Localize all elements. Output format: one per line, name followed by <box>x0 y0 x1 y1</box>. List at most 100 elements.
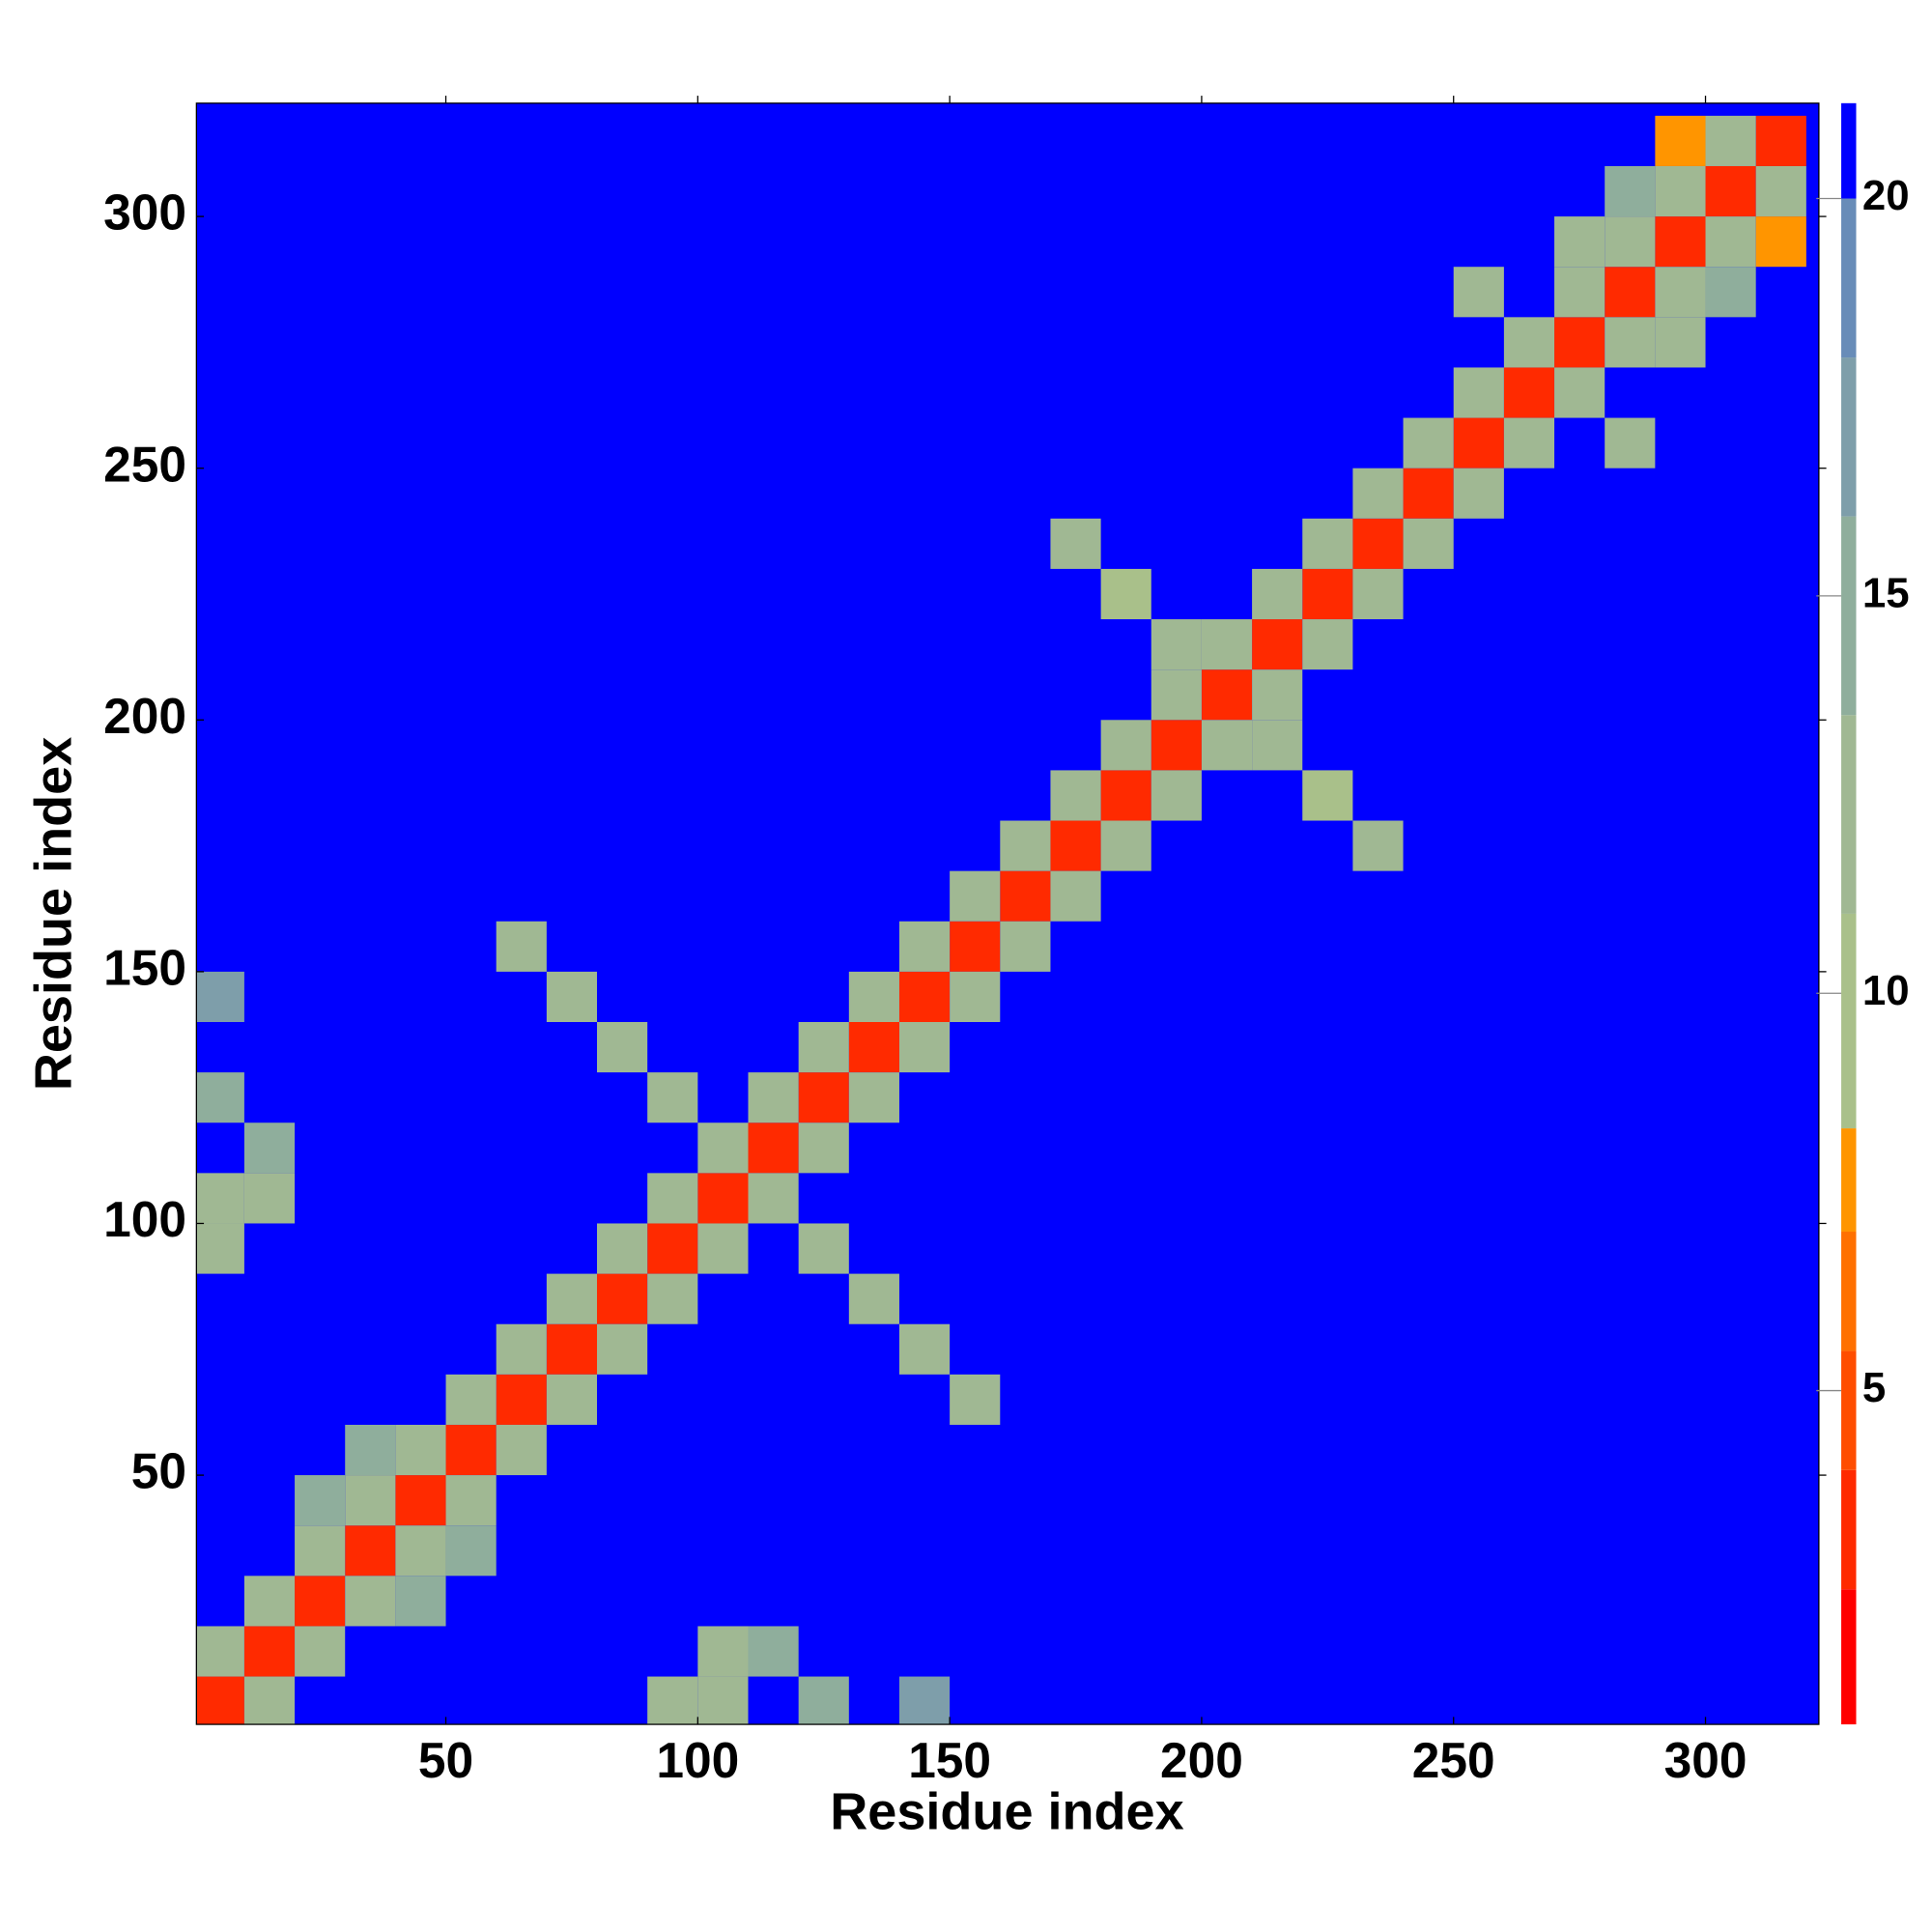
heatmap-cell <box>1000 870 1051 922</box>
heatmap-cell <box>1050 870 1101 922</box>
y-tick-label: 300 <box>103 185 186 241</box>
heatmap-cell <box>647 1223 698 1274</box>
heatmap-cell <box>243 1122 296 1174</box>
heatmap-cell <box>395 1475 446 1526</box>
heatmap-cell <box>196 971 244 1023</box>
heatmap-cell <box>1151 720 1202 771</box>
heatmap-cell <box>1352 518 1404 569</box>
colorbar-segment <box>1841 357 1857 517</box>
heatmap-cell <box>1554 267 1605 318</box>
heatmap-cell <box>1403 417 1454 469</box>
heatmap-cell <box>196 1676 244 1725</box>
heatmap-cell <box>496 1323 547 1375</box>
heatmap-cell <box>196 1626 244 1677</box>
heatmap-cell <box>748 1122 799 1174</box>
heatmap-cell <box>1151 770 1202 821</box>
heatmap-cell <box>697 1676 749 1725</box>
heatmap-cell <box>950 971 1001 1023</box>
heatmap-cell <box>1352 468 1404 519</box>
heatmap-cell <box>395 1576 446 1627</box>
x-tick-label: 250 <box>1412 1732 1495 1788</box>
heatmap-cell <box>1403 468 1454 519</box>
heatmap-cell <box>798 1223 849 1274</box>
heatmap-cell <box>345 1475 396 1526</box>
y-tick-label: 100 <box>103 1191 186 1247</box>
heatmap-cell <box>848 1273 899 1324</box>
heatmap-cell <box>1605 165 1656 217</box>
heatmap-cell <box>950 921 1001 972</box>
heatmap-cell <box>597 1273 648 1324</box>
heatmap-cell <box>1100 820 1151 871</box>
heatmap-cell <box>898 921 951 972</box>
heatmap-cell <box>1655 267 1706 318</box>
heatmap-cells <box>196 102 1819 1725</box>
heatmap-cell <box>1403 518 1454 569</box>
heatmap-cell <box>395 1525 446 1577</box>
heatmap-cell <box>196 1173 244 1224</box>
heatmap-cell <box>1453 468 1504 519</box>
heatmap-cell <box>1000 921 1051 972</box>
colorbar-segment <box>1841 516 1857 716</box>
x-axis-label: Residue index <box>830 1782 1183 1840</box>
heatmap-cell <box>1655 165 1706 217</box>
heatmap-cell <box>1302 518 1353 569</box>
heatmap-cell <box>1705 115 1756 166</box>
heatmap-cell <box>898 1676 951 1725</box>
heatmap-cell <box>345 1576 396 1627</box>
heatmap-cell <box>1705 216 1756 268</box>
heatmap-cell <box>1201 669 1253 721</box>
heatmap-cell <box>1151 669 1202 721</box>
heatmap-cell <box>1100 720 1151 771</box>
heatmap-cell <box>1605 417 1656 469</box>
heatmap-cell <box>546 971 598 1023</box>
heatmap-cell <box>1302 619 1353 670</box>
colorbar-segment <box>1841 1350 1857 1470</box>
heatmap-cell <box>1755 115 1806 166</box>
heatmap-cell <box>1453 367 1504 418</box>
heatmap-cell <box>496 921 547 972</box>
heatmap-cell <box>196 1223 244 1274</box>
heatmap-cell <box>546 1273 598 1324</box>
heatmap-cell <box>1705 165 1756 217</box>
heatmap-cell <box>597 1323 648 1375</box>
heatmap-cell <box>496 1424 547 1476</box>
heatmap-cell <box>1655 115 1706 166</box>
heatmap-cell <box>798 1022 849 1073</box>
heatmap-cell <box>950 870 1001 922</box>
colorbar-tick-label: 10 <box>1862 967 1910 1014</box>
heatmap-cell <box>647 1072 698 1123</box>
colorbar-segment <box>1841 102 1857 199</box>
heatmap-cell <box>546 1323 598 1375</box>
heatmap-cell <box>697 1173 749 1224</box>
heatmap-cell <box>697 1223 749 1274</box>
x-tick-label: 50 <box>418 1732 473 1788</box>
x-tick-label: 150 <box>908 1732 991 1788</box>
heatmap-cell <box>345 1424 396 1476</box>
heatmap-cell <box>1100 568 1151 620</box>
colorbar-segment <box>1841 1128 1857 1233</box>
heatmap-cell <box>1252 619 1303 670</box>
heatmap-cell <box>1453 417 1504 469</box>
heatmap-cell <box>848 971 899 1023</box>
heatmap-cell <box>1755 165 1806 217</box>
heatmap-cell <box>1050 518 1101 569</box>
y-tick-label: 250 <box>103 436 186 492</box>
heatmap-cell <box>1050 770 1101 821</box>
colorbar-segment <box>1841 715 1857 914</box>
heatmap-cell <box>345 1525 396 1577</box>
heatmap-cell <box>1000 820 1051 871</box>
heatmap-cell <box>1705 267 1756 318</box>
heatmap-cell <box>697 1626 749 1677</box>
heatmap-cell <box>647 1173 698 1224</box>
heatmap-cell <box>496 1374 547 1425</box>
heatmap-cell <box>798 1122 849 1174</box>
heatmap-cell <box>445 1525 497 1577</box>
heatmap-cell <box>1100 770 1151 821</box>
heatmap-cell <box>798 1676 849 1725</box>
colorbar-segment <box>1841 1232 1857 1351</box>
y-tick-label: 50 <box>131 1443 186 1499</box>
heatmap-cell <box>445 1374 497 1425</box>
y-tick-label: 150 <box>103 939 186 995</box>
